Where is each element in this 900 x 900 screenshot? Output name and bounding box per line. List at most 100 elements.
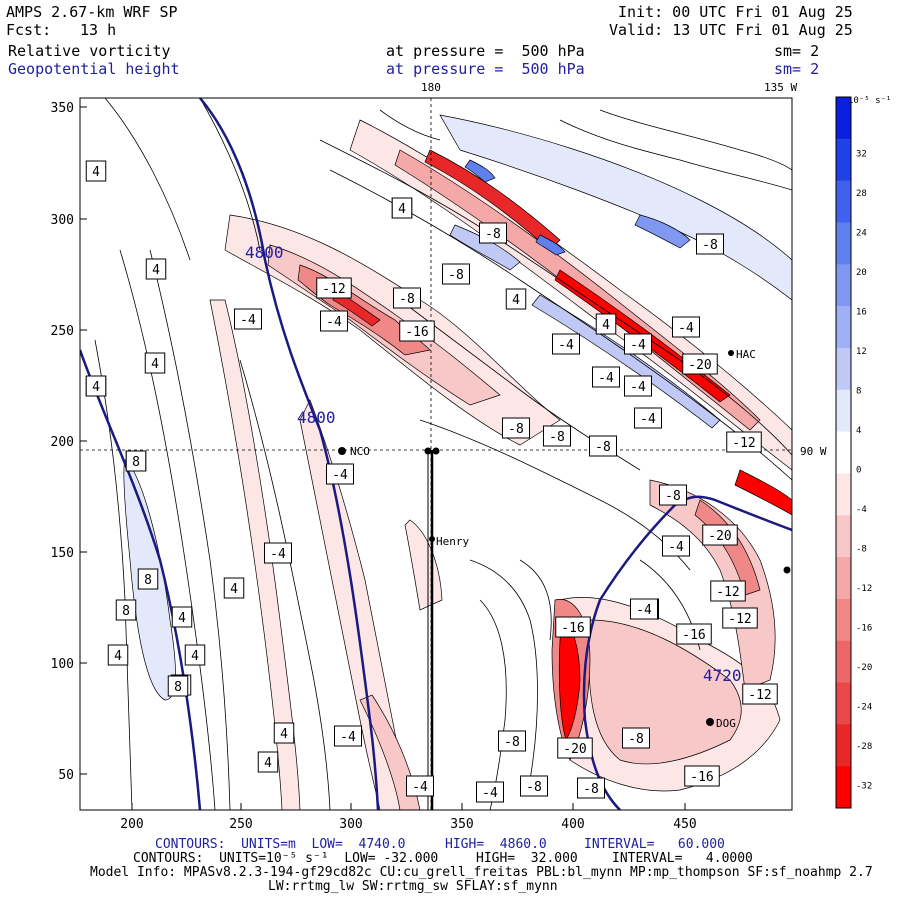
colorbar-bin	[836, 473, 851, 516]
vorticity-label: 8	[167, 675, 189, 697]
colorbar-label: 28	[856, 189, 867, 199]
svg-text:4: 4	[151, 357, 159, 372]
vorticity-label: 4	[85, 160, 107, 182]
cross-section-endpoint	[424, 447, 432, 455]
svg-text:-4: -4	[558, 338, 574, 353]
colorbar-label: -24	[856, 703, 872, 713]
vorticity-label: -8	[393, 287, 421, 309]
height-labels: 4800 4800 4720	[245, 243, 742, 685]
colorbar-label: -8	[856, 545, 867, 555]
svg-text:4: 4	[230, 582, 238, 597]
svg-text:-4: -4	[332, 468, 348, 483]
svg-text:-4: -4	[630, 380, 646, 395]
svg-text:-4: -4	[636, 603, 652, 618]
field1-name: Relative vorticity	[8, 42, 171, 60]
colorbar-bin	[836, 431, 851, 474]
y-tick-label: 100	[51, 657, 74, 672]
vorticity-label: -12	[316, 277, 352, 299]
y-tick-label: 150	[51, 546, 74, 561]
vorticity-label: -12	[710, 580, 746, 602]
vorticity-label: -4	[624, 375, 652, 397]
height-contour-info: CONTOURS: UNITS=m LOW= 4740.0	[155, 837, 406, 852]
svg-text:-8: -8	[665, 489, 681, 504]
station-dog-marker	[706, 718, 714, 726]
cross-section-endpoint-2	[432, 447, 440, 455]
svg-text:-12: -12	[732, 436, 755, 451]
height-label: 4800	[297, 408, 336, 427]
colorbar-label: -16	[856, 624, 872, 634]
colorbar-label: 8	[856, 387, 861, 397]
vorticity-labels: 44444444444444488884-4-4-4-4-4-4-4-4-4-4…	[85, 160, 778, 803]
colorbar-label: -32	[856, 782, 872, 792]
vorticity-label: 4	[85, 375, 107, 397]
x-tick-label: 250	[229, 817, 252, 832]
vorticity-label: -4	[326, 463, 354, 485]
svg-text:-16: -16	[682, 628, 705, 643]
svg-text:4: 4	[398, 202, 406, 217]
vorticity-label: 4	[391, 197, 413, 219]
y-tick-label: 200	[51, 435, 74, 450]
svg-text:4: 4	[92, 380, 100, 395]
svg-text:-4: -4	[340, 730, 356, 745]
vorticity-label: 4	[595, 313, 617, 335]
svg-text:4: 4	[264, 756, 272, 771]
colorbar-unit: 10⁻⁵ s⁻¹	[848, 96, 891, 106]
vorticity-label: -4	[630, 598, 658, 620]
colorbar-bin	[836, 180, 851, 223]
svg-text:-12: -12	[322, 282, 345, 297]
vorticity-label: 4	[184, 644, 206, 666]
colorbar-label: -28	[856, 742, 872, 752]
y-tick-label: 350	[51, 101, 74, 116]
vorticity-label: -16	[676, 623, 712, 645]
svg-text:-4: -4	[412, 780, 428, 795]
stations: NCO Henry HAC DOG	[338, 348, 791, 730]
station-hac-marker	[728, 350, 734, 356]
colorbar-label: -4	[856, 505, 867, 515]
vorticity-label: 4	[223, 577, 245, 599]
colorbar-label: 12	[856, 347, 867, 357]
vorticity-label: -4	[672, 316, 700, 338]
station-hac-label: HAC	[736, 348, 756, 361]
svg-text:8: 8	[132, 455, 140, 470]
y-axis: 350 300 250 200 150 100 50	[51, 101, 87, 783]
model-title: AMPS 2.67-km WRF SP	[6, 3, 178, 21]
svg-text:-4: -4	[240, 313, 256, 328]
svg-text:-8: -8	[504, 735, 520, 750]
vorticity-label: -12	[726, 431, 762, 453]
colorbar-bin	[836, 724, 851, 767]
svg-text:-12: -12	[728, 612, 751, 627]
svg-text:-4: -4	[326, 315, 342, 330]
colorbar-bin	[836, 97, 851, 140]
vorticity-label: 4	[145, 258, 167, 280]
colorbar-label: 32	[856, 150, 867, 160]
vorticity-label: -20	[682, 353, 718, 375]
vorticity-label: -8	[520, 775, 548, 797]
x-axis: 200 250 300 350 400 450	[120, 803, 697, 832]
colorbar-bin	[836, 138, 851, 182]
edge-marker	[783, 566, 791, 574]
svg-text:-8: -8	[399, 292, 415, 307]
svg-text:-20: -20	[708, 529, 731, 544]
svg-text:-8: -8	[448, 268, 464, 283]
colorbar-label: 16	[856, 308, 867, 318]
colorbar-bin	[836, 598, 851, 642]
vorticity-label: -12	[722, 607, 758, 629]
field1-level: at pressure = 500 hPa	[386, 42, 585, 60]
svg-text:-4: -4	[482, 786, 498, 801]
colorbar-bin	[836, 306, 851, 349]
vorticity-label: -20	[702, 524, 738, 546]
svg-text:4: 4	[92, 165, 100, 180]
field1-smoothing: sm= 2	[774, 42, 820, 60]
station-nco-label: NCO	[350, 445, 370, 458]
vorticity-label: -8	[543, 425, 571, 447]
colorbar-frame	[835, 96, 852, 809]
svg-text:4: 4	[512, 293, 520, 308]
vorticity-label: -8	[442, 263, 470, 285]
forecast-hour: 13 h	[80, 21, 117, 39]
vorticity-label: -4	[592, 366, 620, 388]
valid-time: Valid: 13 UTC Fri 01 Aug 25	[609, 21, 853, 39]
vorticity-label: 8	[137, 568, 159, 590]
vorticity-label: -16	[684, 765, 720, 787]
y-tick-label: 300	[51, 213, 74, 228]
